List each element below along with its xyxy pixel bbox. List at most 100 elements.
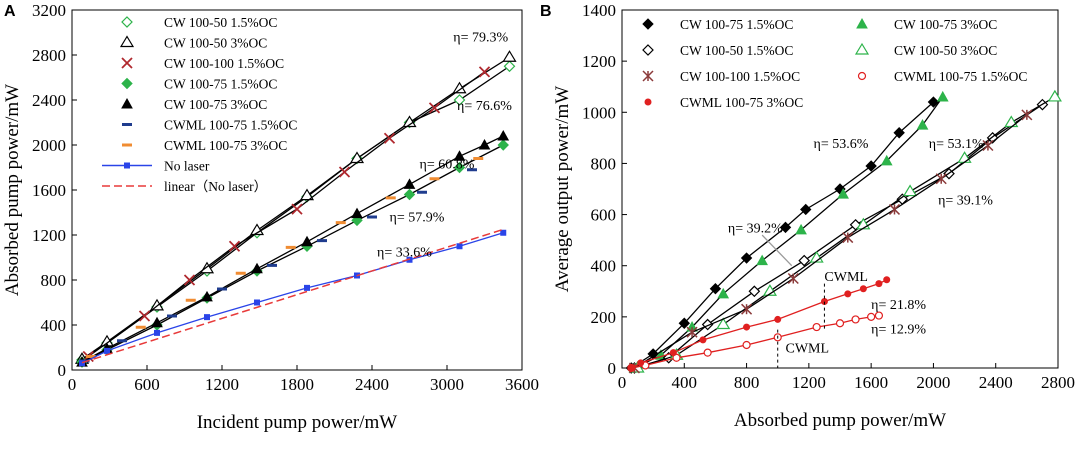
data-point-cw-100-75-1-5-oc: [779, 221, 792, 234]
data-point-cw-100-100-1-5-oc: [138, 310, 151, 322]
series-cw-100-75-3-oc: [76, 129, 510, 367]
data-point-cw-100-75-3-oc: [936, 90, 949, 102]
data-point-cw-100-100-1-5-oc: [982, 139, 994, 152]
annotation-57-9: η= 57.9%: [390, 211, 445, 226]
data-point-cwml-100-75-1-5-oc: [867, 312, 876, 321]
y-tick-label-b: 400: [591, 257, 617, 276]
legend-label-no-laser: No laser: [164, 159, 210, 174]
data-point-cwml-100-75-1-5-oc: [835, 319, 845, 328]
data-point-cwml-100-75-3-oc: [699, 336, 707, 344]
series-cwml-100-75-3-oc: [627, 276, 891, 372]
legend-label-cw-100-75-3-oc: CW 100-75 3%OC: [894, 17, 997, 32]
data-point-cwml-100-75-3-oc: [875, 280, 883, 288]
annotation-cwml: CWML: [786, 342, 830, 357]
series-cw-100-75-1-5-oc: [625, 96, 940, 374]
legend-b: CW 100-75 1.5%OC CW 100-75 3%OC CW 100-50 …: [642, 17, 1027, 110]
legend-item-linear-no-laser: linear（No laser）: [102, 179, 267, 194]
legend-label-cwml-100-75-3-oc: CWML 100-75 3%OC: [164, 138, 287, 153]
y-tick-label-a: 1600: [32, 181, 66, 200]
legend-item-cw-100-50-3-oc: CW 100-50 3%OC: [854, 42, 997, 58]
data-point-cw-100-100-1-5-oc: [935, 173, 947, 185]
legend-swatch-no-laser: [124, 162, 130, 169]
series-cw-100-75-1-5-oc: [76, 139, 509, 368]
annotation-12-9: η= 12.9%: [871, 322, 926, 337]
data-point-cw-100-100-1-5-oc: [338, 166, 351, 178]
data-point-cw-100-50-3-oc: [402, 115, 417, 128]
series-line-cw-100-50-3-oc: [81, 56, 510, 360]
data-point-no-laser: [104, 347, 110, 354]
data-point-cwml-100-75-1-5-oc: [874, 311, 884, 320]
annotation-79-3: η= 79.3%: [453, 31, 508, 46]
data-point-cw-100-75-1-5-oc: [403, 188, 416, 201]
annotation-39-1: η= 39.1%: [938, 193, 993, 208]
data-point-cw-100-75-3-oc: [880, 154, 893, 166]
data-point-cw-100-100-1-5-oc: [383, 132, 396, 144]
data-point-cw-100-50-3-oc: [1047, 89, 1062, 102]
y-tick-label-a: 2400: [32, 91, 66, 110]
data-point-cw-100-50-3-oc: [502, 50, 517, 62]
annotation-53-1: η= 53.1%: [929, 137, 984, 152]
data-point-cwml-100-75-1-5-oc: [672, 353, 681, 362]
data-point-cw-100-50-3-oc: [199, 261, 215, 274]
chart-panel-a: 0 600 1200 1800 2400 3000 3600 0 400 800 1200 1600 2…: [2, 1, 539, 433]
legend-swatch-cw-100-100-1-5-oc: [642, 70, 654, 82]
data-point-cw-100-75-3-oc: [351, 207, 363, 219]
series-cw-100-50-1-5-oc: [76, 60, 516, 366]
data-point-cw-100-100-1-5-oc: [888, 203, 901, 215]
data-point-cw-100-75-1-5-oc: [740, 252, 753, 264]
data-point-cw-100-75-1-5-oc: [800, 203, 812, 216]
data-point-cw-100-75-3-oc: [478, 138, 491, 150]
legend-item-cw-100-50-3-oc: CW 100-50 3%OC: [119, 35, 267, 51]
x-tick-label-b: 0: [618, 373, 627, 392]
legend-swatch-cw-100-75-3-oc: [856, 17, 868, 29]
series-line-cw-100-50-1-5-oc: [634, 104, 1043, 369]
data-point-cwml-100-75-1-5-oc: [851, 315, 860, 324]
data-point-cw-100-75-1-5-oc: [893, 127, 905, 139]
annotation-33-6: η= 33.6%: [377, 245, 432, 260]
legend-item-cw-100-75-3-oc: CW 100-75 3%OC: [121, 97, 267, 112]
legend-label-cwml-100-75-3-oc: CWML 100-75 3%OC: [680, 95, 803, 110]
x-tick-label-a: 1200: [205, 375, 239, 394]
x-tick-label-a: 600: [134, 375, 160, 394]
annotation-cwml: CWML: [824, 270, 868, 285]
data-point-cw-100-50-3-oc: [716, 317, 731, 330]
legend-item-cw-100-50-1-5-oc: CW 100-50 1.5%OC: [121, 15, 277, 30]
y-tick-label-a: 400: [41, 316, 67, 335]
data-point-cw-100-75-3-oc: [795, 223, 807, 235]
data-point-cwml-100-75-3-oc: [669, 349, 677, 357]
legend-item-cw-100-100-1-5-oc: CW 100-100 1.5%OC: [121, 56, 284, 71]
data-point-cwml-100-75-3-oc: [820, 298, 828, 306]
data-point-no-laser: [154, 329, 160, 336]
y-tick-label-a: 2800: [32, 46, 66, 65]
data-point-cw-100-50-3-oc: [762, 284, 777, 296]
legend-item-cw-100-75-1-5-oc: CW 100-75 1.5%OC: [642, 17, 793, 32]
legend-item-cw-100-75-1-5-oc: CW 100-75 1.5%OC: [121, 77, 277, 92]
data-point-cw-100-75-3-oc: [497, 129, 510, 141]
legend-swatch-cwml-100-75-1-5-oc: [857, 71, 867, 81]
plot-frame-a: [71, 9, 523, 371]
data-point-cw-100-100-1-5-oc: [787, 272, 799, 285]
y-axis-label-b: Average output power/mW: [552, 86, 573, 293]
y-axis-label-a: Absorbed pump power/mW: [2, 84, 23, 296]
legend-label-cw-100-100-1-5-oc: CW 100-100 1.5%OC: [680, 69, 800, 84]
data-point-cw-100-100-1-5-oc: [1021, 109, 1033, 121]
data-point-cw-100-50-3-oc: [249, 223, 265, 236]
data-point-no-laser: [204, 314, 210, 321]
data-point-cwml-100-75-3-oc: [627, 364, 635, 372]
y-tick-label-a: 1200: [32, 226, 66, 245]
panel-a-label: A: [4, 3, 16, 20]
data-point-cw-100-75-1-5-oc: [678, 317, 690, 329]
legend-a: CW 100-50 1.5%OC CW 100-50 3%OC CW 100-100…: [102, 15, 297, 194]
y-tick-label-b: 1400: [582, 1, 616, 20]
data-point-cw-100-75-3-oc: [151, 316, 163, 328]
annotation-21-8: η= 21.8%: [871, 298, 926, 313]
data-point-cw-100-75-1-5-oc: [709, 283, 722, 295]
annotation-39-2: η= 39.2%: [728, 221, 783, 236]
legend-label-cw-100-50-3-oc: CW 100-50 3%OC: [164, 36, 267, 51]
x-tick-label-a: 1800: [280, 375, 314, 394]
data-point-cwml-100-75-1-5-oc: [742, 340, 751, 350]
series-line-linear-no-laser: [81, 228, 504, 364]
data-point-cw-100-50-3-oc: [1004, 115, 1019, 128]
x-tick-label-a: 0: [68, 375, 77, 394]
